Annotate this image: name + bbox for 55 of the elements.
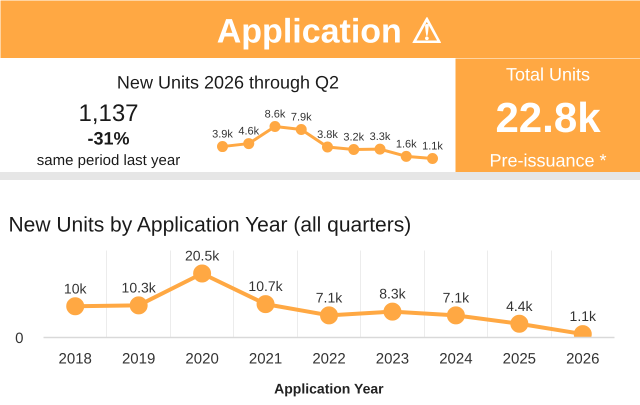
data-label: 10k <box>64 280 88 296</box>
chart-title: New Units 2026 through Q2 <box>116 72 340 92</box>
point <box>446 306 465 324</box>
text: -31% <box>87 128 130 148</box>
data-label: 10.3k <box>122 279 157 296</box>
point <box>348 144 360 156</box>
data-label: 3.2k <box>343 132 365 144</box>
point <box>322 141 333 152</box>
point <box>243 138 254 150</box>
data-label: 3.3k <box>370 131 391 144</box>
point <box>130 296 148 314</box>
data-label: 10.7k <box>248 278 284 294</box>
x-tick-label: 2018 <box>58 350 92 368</box>
text: Pre-issuance * <box>489 150 607 170</box>
point <box>427 153 438 164</box>
data-label: 3.8k <box>317 128 338 141</box>
data-label: 4.6k <box>238 126 260 138</box>
point <box>296 124 307 135</box>
data-label: 1.1k <box>422 140 444 152</box>
x-axis-title: Application Year <box>274 380 384 396</box>
data-label: 20.5k <box>184 248 220 264</box>
data-label: 1.6k <box>396 138 418 150</box>
data-label: 7.9k <box>290 111 312 124</box>
text: Application ⚠ <box>216 12 442 50</box>
point <box>320 306 338 324</box>
data-label: 1.1k <box>570 308 598 324</box>
x-tick-label: 2024 <box>439 350 473 368</box>
point <box>256 295 275 314</box>
x-tick-label: 2022 <box>312 350 346 368</box>
data-label: 3.9k <box>212 128 234 141</box>
x-tick-label: 2023 <box>376 350 410 368</box>
chart-title: New Units by Application Year (all quarters) <box>8 214 412 236</box>
point <box>193 264 212 282</box>
x-tick-label: 2020 <box>185 350 219 368</box>
x-tick-label: 2019 <box>122 350 156 368</box>
data-label: 8.6k <box>264 108 286 120</box>
point <box>66 297 84 316</box>
text: 22.8k <box>495 94 602 141</box>
data-label: 7.1k <box>316 289 344 306</box>
point <box>374 144 386 155</box>
data-label: 8.3k <box>379 286 407 302</box>
text: 0 <box>15 330 24 347</box>
x-tick-label: 2021 <box>248 350 282 368</box>
point <box>510 314 528 333</box>
point <box>270 121 280 132</box>
text: same period last year <box>36 152 180 169</box>
x-tick-label: 2025 <box>502 350 536 368</box>
x-tick-label: 2026 <box>566 350 600 368</box>
text: Total Units <box>506 64 590 84</box>
point <box>400 150 412 162</box>
point <box>383 302 402 321</box>
data-label: 4.4k <box>506 298 534 314</box>
point <box>217 141 228 152</box>
data-label: 7.1k <box>442 289 470 306</box>
text: 1,137 <box>78 100 139 127</box>
